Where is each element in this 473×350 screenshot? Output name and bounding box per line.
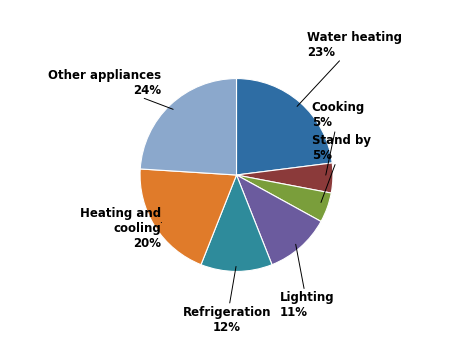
Text: Water heating
23%: Water heating 23%	[297, 31, 402, 106]
Text: Other appliances
24%: Other appliances 24%	[48, 69, 173, 109]
Wedge shape	[140, 169, 236, 265]
Wedge shape	[140, 78, 236, 175]
Wedge shape	[236, 175, 321, 265]
Wedge shape	[236, 175, 331, 222]
Wedge shape	[201, 175, 272, 272]
Text: Stand by
5%: Stand by 5%	[312, 134, 371, 202]
Text: Lighting
11%: Lighting 11%	[280, 244, 334, 319]
Text: Cooking
5%: Cooking 5%	[312, 101, 365, 175]
Text: Heating and
cooling
20%: Heating and cooling 20%	[80, 206, 162, 250]
Text: Refrigeration
12%: Refrigeration 12%	[183, 266, 271, 334]
Wedge shape	[236, 163, 333, 193]
Wedge shape	[236, 78, 332, 175]
